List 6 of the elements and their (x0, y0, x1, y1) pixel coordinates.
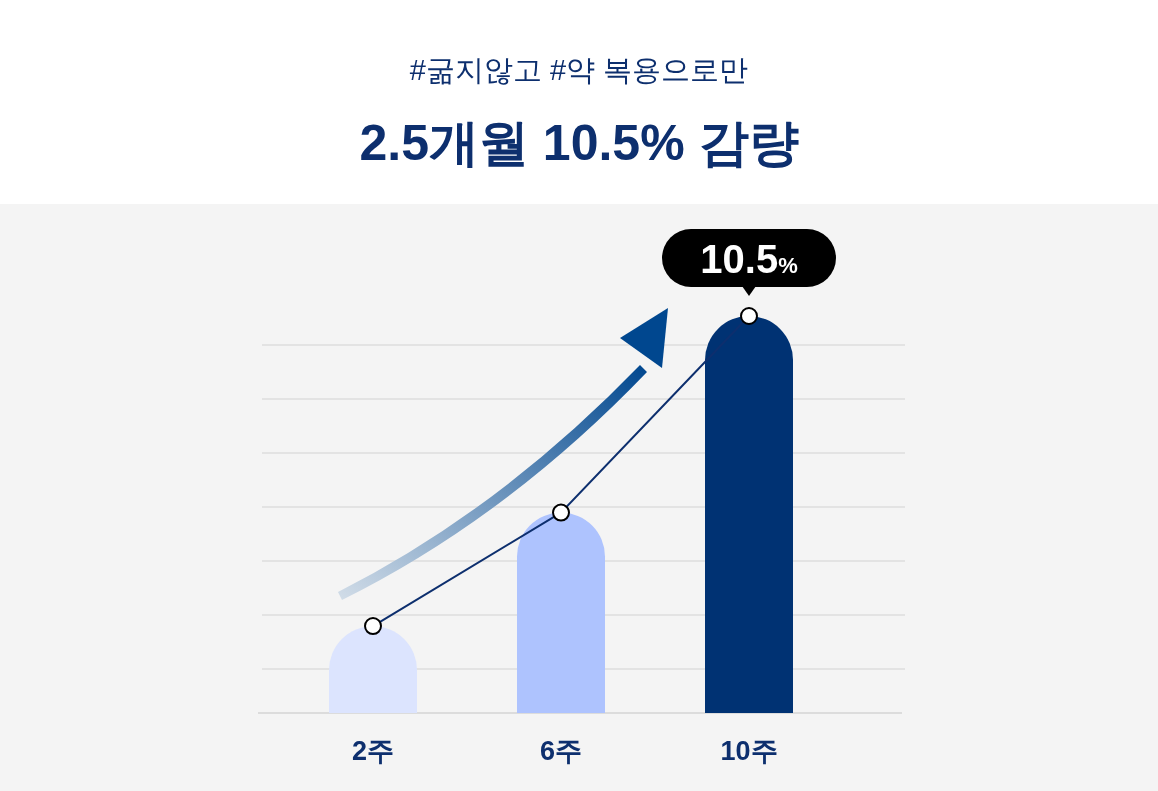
data-label: 10.5% (700, 237, 798, 281)
x-tick-label: 6주 (539, 736, 583, 766)
chart-subtitle: #굶지않고 #약 복용으로만 (409, 54, 749, 86)
x-tick-label: 10주 (720, 736, 778, 766)
chart-title: 2.5개월 10.5% 감량 (359, 115, 799, 171)
x-tick-label: 2주 (351, 736, 395, 766)
